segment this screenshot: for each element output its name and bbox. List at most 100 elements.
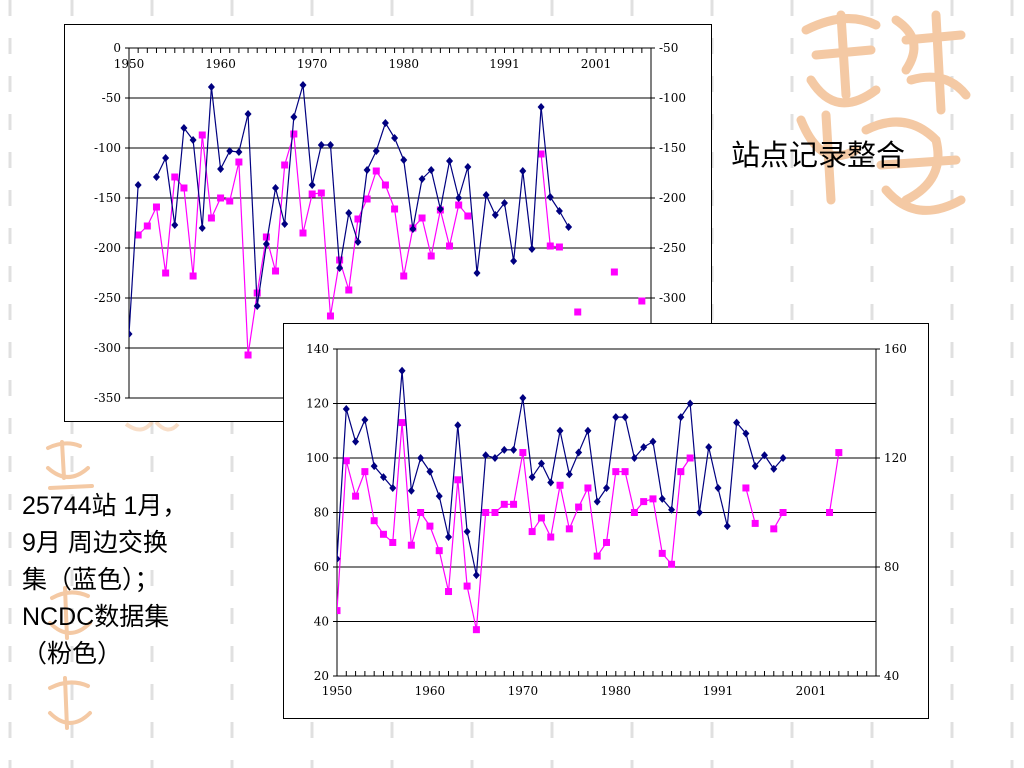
series-line-segment (364, 471, 375, 521)
x-tick-label: 1970 (297, 57, 328, 71)
x-tick-label: 1960 (415, 684, 446, 698)
data-point (134, 181, 142, 189)
data-point (547, 533, 555, 541)
data-point (435, 547, 443, 555)
series-ncdc (337, 419, 843, 634)
series-line-segment (403, 159, 414, 230)
data-point (537, 103, 545, 111)
data-point (272, 267, 280, 275)
data-point (391, 134, 399, 142)
data-point (491, 211, 499, 219)
data-point (418, 175, 426, 183)
series-line-segment (828, 452, 840, 513)
data-point (180, 184, 188, 192)
data-point (317, 189, 325, 197)
series-line-segment (274, 187, 286, 225)
data-point (640, 443, 648, 452)
series-line-segment (698, 447, 710, 513)
series-line-segment (375, 122, 386, 152)
data-point (253, 289, 261, 297)
data-point (464, 163, 472, 171)
data-point (171, 173, 179, 181)
series-line-segment (522, 170, 533, 250)
seal-mark-icon (124, 420, 180, 432)
series-line-segment (745, 433, 756, 467)
series-line-segment (329, 144, 341, 269)
data-point (455, 201, 463, 209)
series-line-segment (531, 106, 542, 250)
data-point (426, 522, 434, 530)
data-point (482, 451, 490, 460)
series-line-segment (466, 585, 477, 630)
data-point (381, 181, 389, 189)
data-point (143, 222, 151, 230)
data-point (207, 83, 215, 91)
data-point (537, 514, 545, 522)
data-point (464, 212, 472, 220)
series-line-segment (448, 160, 460, 199)
y-tick-label-left: 120 (306, 397, 329, 411)
series-line-segment (605, 471, 617, 543)
data-point (630, 509, 638, 516)
series-line-segment (384, 184, 396, 210)
data-point (603, 483, 610, 492)
series-line-segment (550, 485, 561, 538)
data-point (695, 508, 703, 517)
series-line-segment (357, 169, 368, 243)
series-line-segment (540, 106, 551, 198)
data-point (519, 167, 527, 175)
data-point (500, 500, 508, 508)
series-line-segment (475, 455, 487, 576)
series-line-segment (293, 84, 304, 118)
series-line-segment (392, 422, 403, 543)
series-line-segment (558, 210, 570, 228)
series-line-segment (345, 408, 357, 442)
series-line-segment (438, 550, 450, 592)
caption-line: 集（蓝色）； (22, 566, 160, 594)
data-point (500, 445, 508, 454)
data-point (546, 193, 554, 201)
series-line-segment (247, 292, 258, 356)
series-line-segment (448, 204, 460, 247)
series-line-segment (476, 194, 487, 274)
series-line-segment (412, 178, 423, 230)
data-point (668, 505, 676, 514)
data-point (290, 130, 298, 138)
data-point (290, 113, 298, 121)
data-point (398, 366, 406, 375)
series-line-segment (302, 84, 313, 186)
data-point (262, 240, 270, 248)
series-line-segment (624, 471, 635, 513)
data-point (565, 223, 573, 231)
series-line-segment (568, 506, 580, 530)
series-line-segment (763, 454, 775, 470)
series-line-segment (457, 479, 468, 587)
series-line-segment (430, 169, 441, 210)
data-point (760, 451, 768, 460)
x-tick-label: 1980 (388, 57, 419, 71)
data-point (345, 286, 353, 294)
data-point (658, 494, 666, 503)
y-tick-label-left: -300 (94, 341, 121, 355)
data-point (235, 148, 243, 156)
series-line-segment (129, 184, 139, 335)
series-line-segment (531, 463, 542, 478)
seal-calligraphy-icon (46, 440, 94, 730)
data-point (835, 449, 843, 457)
data-point (409, 225, 417, 233)
series-line-segment (384, 122, 396, 139)
data-point (389, 538, 397, 546)
data-point (281, 161, 289, 169)
series-line-segment (345, 460, 357, 497)
data-point (235, 158, 243, 166)
y-tick-label-right: 120 (884, 451, 907, 465)
series-line-segment (447, 425, 459, 538)
data-point (556, 481, 564, 489)
data-point (510, 445, 518, 454)
series-line-segment (513, 170, 524, 262)
data-point (381, 119, 389, 127)
series-line-segment (587, 430, 598, 502)
series-line-segment (192, 139, 203, 229)
series-line-segment (348, 212, 359, 243)
data-point (770, 525, 778, 533)
